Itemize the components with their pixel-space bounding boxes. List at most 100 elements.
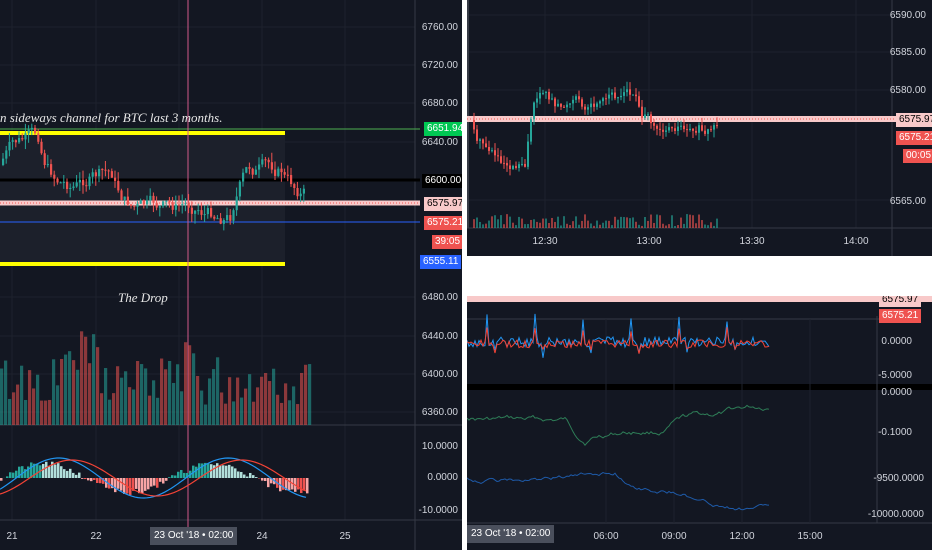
macd-hist-bar: [228, 464, 231, 478]
macd-hist-bar: [162, 478, 165, 484]
left-chart-panel[interactable]: n sideways channel for BTC last 3 months…: [0, 0, 462, 550]
rt-price-tag-2: 6575.21: [896, 131, 932, 145]
candle-body: [152, 195, 155, 203]
candle-body: [503, 162, 505, 164]
macd-hist-bar: [153, 478, 156, 486]
candle-body: [235, 196, 238, 211]
macd-hist-bar: [75, 474, 78, 478]
candle-body: [43, 153, 46, 165]
cum-ytick: 0.0000: [881, 387, 912, 398]
volume-bar: [148, 395, 152, 425]
macd-hist-bar: [270, 478, 273, 484]
macd-hist-bar: [201, 463, 204, 478]
volume-bar: [256, 387, 260, 425]
candle-body: [587, 107, 589, 110]
volume-bar: [96, 347, 100, 425]
macd-hist-bar: [66, 470, 69, 478]
right-top-canvas[interactable]: [467, 0, 932, 256]
volume-bar: [188, 345, 192, 425]
candle-body: [277, 168, 280, 176]
macd-hist-bar: [51, 461, 54, 478]
macd-hist-bar: [177, 471, 180, 478]
candle-body: [575, 96, 577, 100]
macd-hist-bar: [69, 468, 72, 478]
candle-body: [662, 129, 664, 132]
volume-bar: [8, 398, 12, 425]
pane-separator: [462, 0, 467, 550]
volume-bar: [136, 361, 140, 425]
volume-bar: [288, 400, 292, 425]
volume-bar: [224, 403, 228, 425]
volume-bar: [557, 216, 559, 228]
macd-ytick: 0.0000: [427, 472, 458, 483]
candle-body: [139, 200, 142, 204]
candle-body: [593, 103, 595, 107]
candle-body: [187, 203, 190, 208]
macd-hist-bar: [54, 464, 57, 478]
volume-bar: [184, 342, 188, 425]
pane-separator: [467, 256, 932, 296]
candle-body: [264, 159, 267, 161]
rt-ytick: 6585.00: [889, 47, 926, 58]
osc-ytick: -5.0000: [878, 370, 912, 381]
volume-bar: [16, 384, 20, 425]
volume-bar: [92, 334, 96, 425]
candle-body: [107, 170, 110, 172]
candle-body: [126, 196, 129, 205]
left-xtick: 24: [256, 531, 268, 542]
candle-body: [626, 89, 628, 93]
candle-body: [168, 200, 171, 203]
candle-body: [614, 92, 616, 99]
left-ytick: 6400.00: [421, 369, 458, 380]
candle-body: [98, 169, 101, 177]
channel-shade: [0, 133, 285, 264]
candle-body: [707, 129, 709, 134]
macd-hist-bar: [222, 465, 225, 478]
volume-bar: [593, 225, 595, 228]
candle-body: [674, 128, 676, 131]
candle-body: [174, 204, 177, 210]
candle-body: [219, 218, 222, 224]
candle-body: [40, 141, 43, 154]
candle-body: [548, 91, 550, 100]
macd-hist-bar: [36, 463, 39, 478]
volume-bar: [542, 218, 544, 228]
right-top-chart-panel[interactable]: 6590.00 6585.00 6580.00 6575.97 6575.21 …: [467, 0, 932, 256]
volume-bar: [587, 220, 589, 228]
volume-bar: [623, 217, 625, 228]
volume-bar: [611, 225, 613, 228]
volume-bar: [533, 219, 535, 228]
candle-body: [34, 127, 37, 134]
candle-body: [641, 106, 643, 118]
macd-hist-bar: [213, 465, 216, 478]
volume-bar: [168, 360, 172, 425]
right-bottom-chart-panel[interactable]: 6575.97 6575.21 0.0000 -5.0000 0.0000 -0…: [467, 296, 932, 550]
volume-bar: [518, 216, 520, 228]
macd-hist-bar: [57, 463, 60, 478]
candle-body: [158, 206, 161, 208]
macd-hist-bar: [165, 478, 168, 481]
candle-body: [683, 125, 685, 130]
macd-ytick: -10.0000: [418, 505, 458, 516]
candle-body: [62, 181, 65, 183]
volume-bar: [695, 223, 697, 228]
volume-bar: [713, 225, 715, 228]
candle-body: [142, 200, 145, 205]
candle-body: [497, 155, 499, 157]
volume-bar: [629, 218, 631, 228]
candle-body: [181, 204, 184, 206]
left-chart-canvas[interactable]: [0, 0, 462, 550]
right-bottom-canvas[interactable]: [467, 296, 932, 550]
volume-bar: [590, 223, 592, 228]
volume-bar: [244, 388, 248, 425]
candle-body: [581, 99, 583, 107]
candle-body: [184, 203, 187, 205]
candle-body: [680, 125, 682, 127]
candle-body: [506, 163, 508, 166]
macd-hist-bar: [180, 469, 183, 478]
candle-body: [479, 139, 481, 141]
volume-bar: [608, 220, 610, 228]
rt-xtick: 13:30: [739, 236, 765, 247]
volume-bar: [704, 224, 706, 228]
drop-annotation: The Drop: [118, 290, 168, 305]
